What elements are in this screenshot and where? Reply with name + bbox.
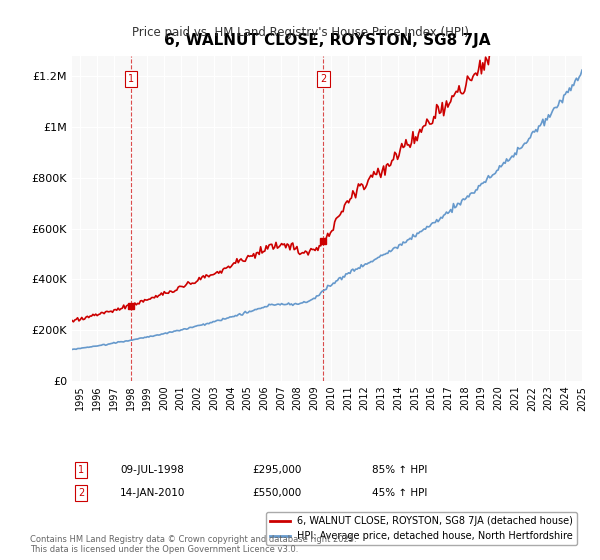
Text: £550,000: £550,000 (252, 488, 301, 498)
Text: Price paid vs. HM Land Registry's House Price Index (HPI): Price paid vs. HM Land Registry's House … (131, 26, 469, 39)
Title: 6, WALNUT CLOSE, ROYSTON, SG8 7JA: 6, WALNUT CLOSE, ROYSTON, SG8 7JA (164, 33, 490, 48)
Text: 2: 2 (320, 74, 326, 84)
Text: 09-JUL-1998: 09-JUL-1998 (120, 465, 184, 475)
Text: 1: 1 (128, 74, 134, 84)
Text: 14-JAN-2010: 14-JAN-2010 (120, 488, 185, 498)
Text: £295,000: £295,000 (252, 465, 301, 475)
Text: 85% ↑ HPI: 85% ↑ HPI (372, 465, 427, 475)
Text: Contains HM Land Registry data © Crown copyright and database right 2025.
This d: Contains HM Land Registry data © Crown c… (30, 535, 356, 554)
Text: 2: 2 (78, 488, 84, 498)
Text: 45% ↑ HPI: 45% ↑ HPI (372, 488, 427, 498)
Text: 1: 1 (78, 465, 84, 475)
Legend: 6, WALNUT CLOSE, ROYSTON, SG8 7JA (detached house), HPI: Average price, detached: 6, WALNUT CLOSE, ROYSTON, SG8 7JA (detac… (266, 512, 577, 545)
